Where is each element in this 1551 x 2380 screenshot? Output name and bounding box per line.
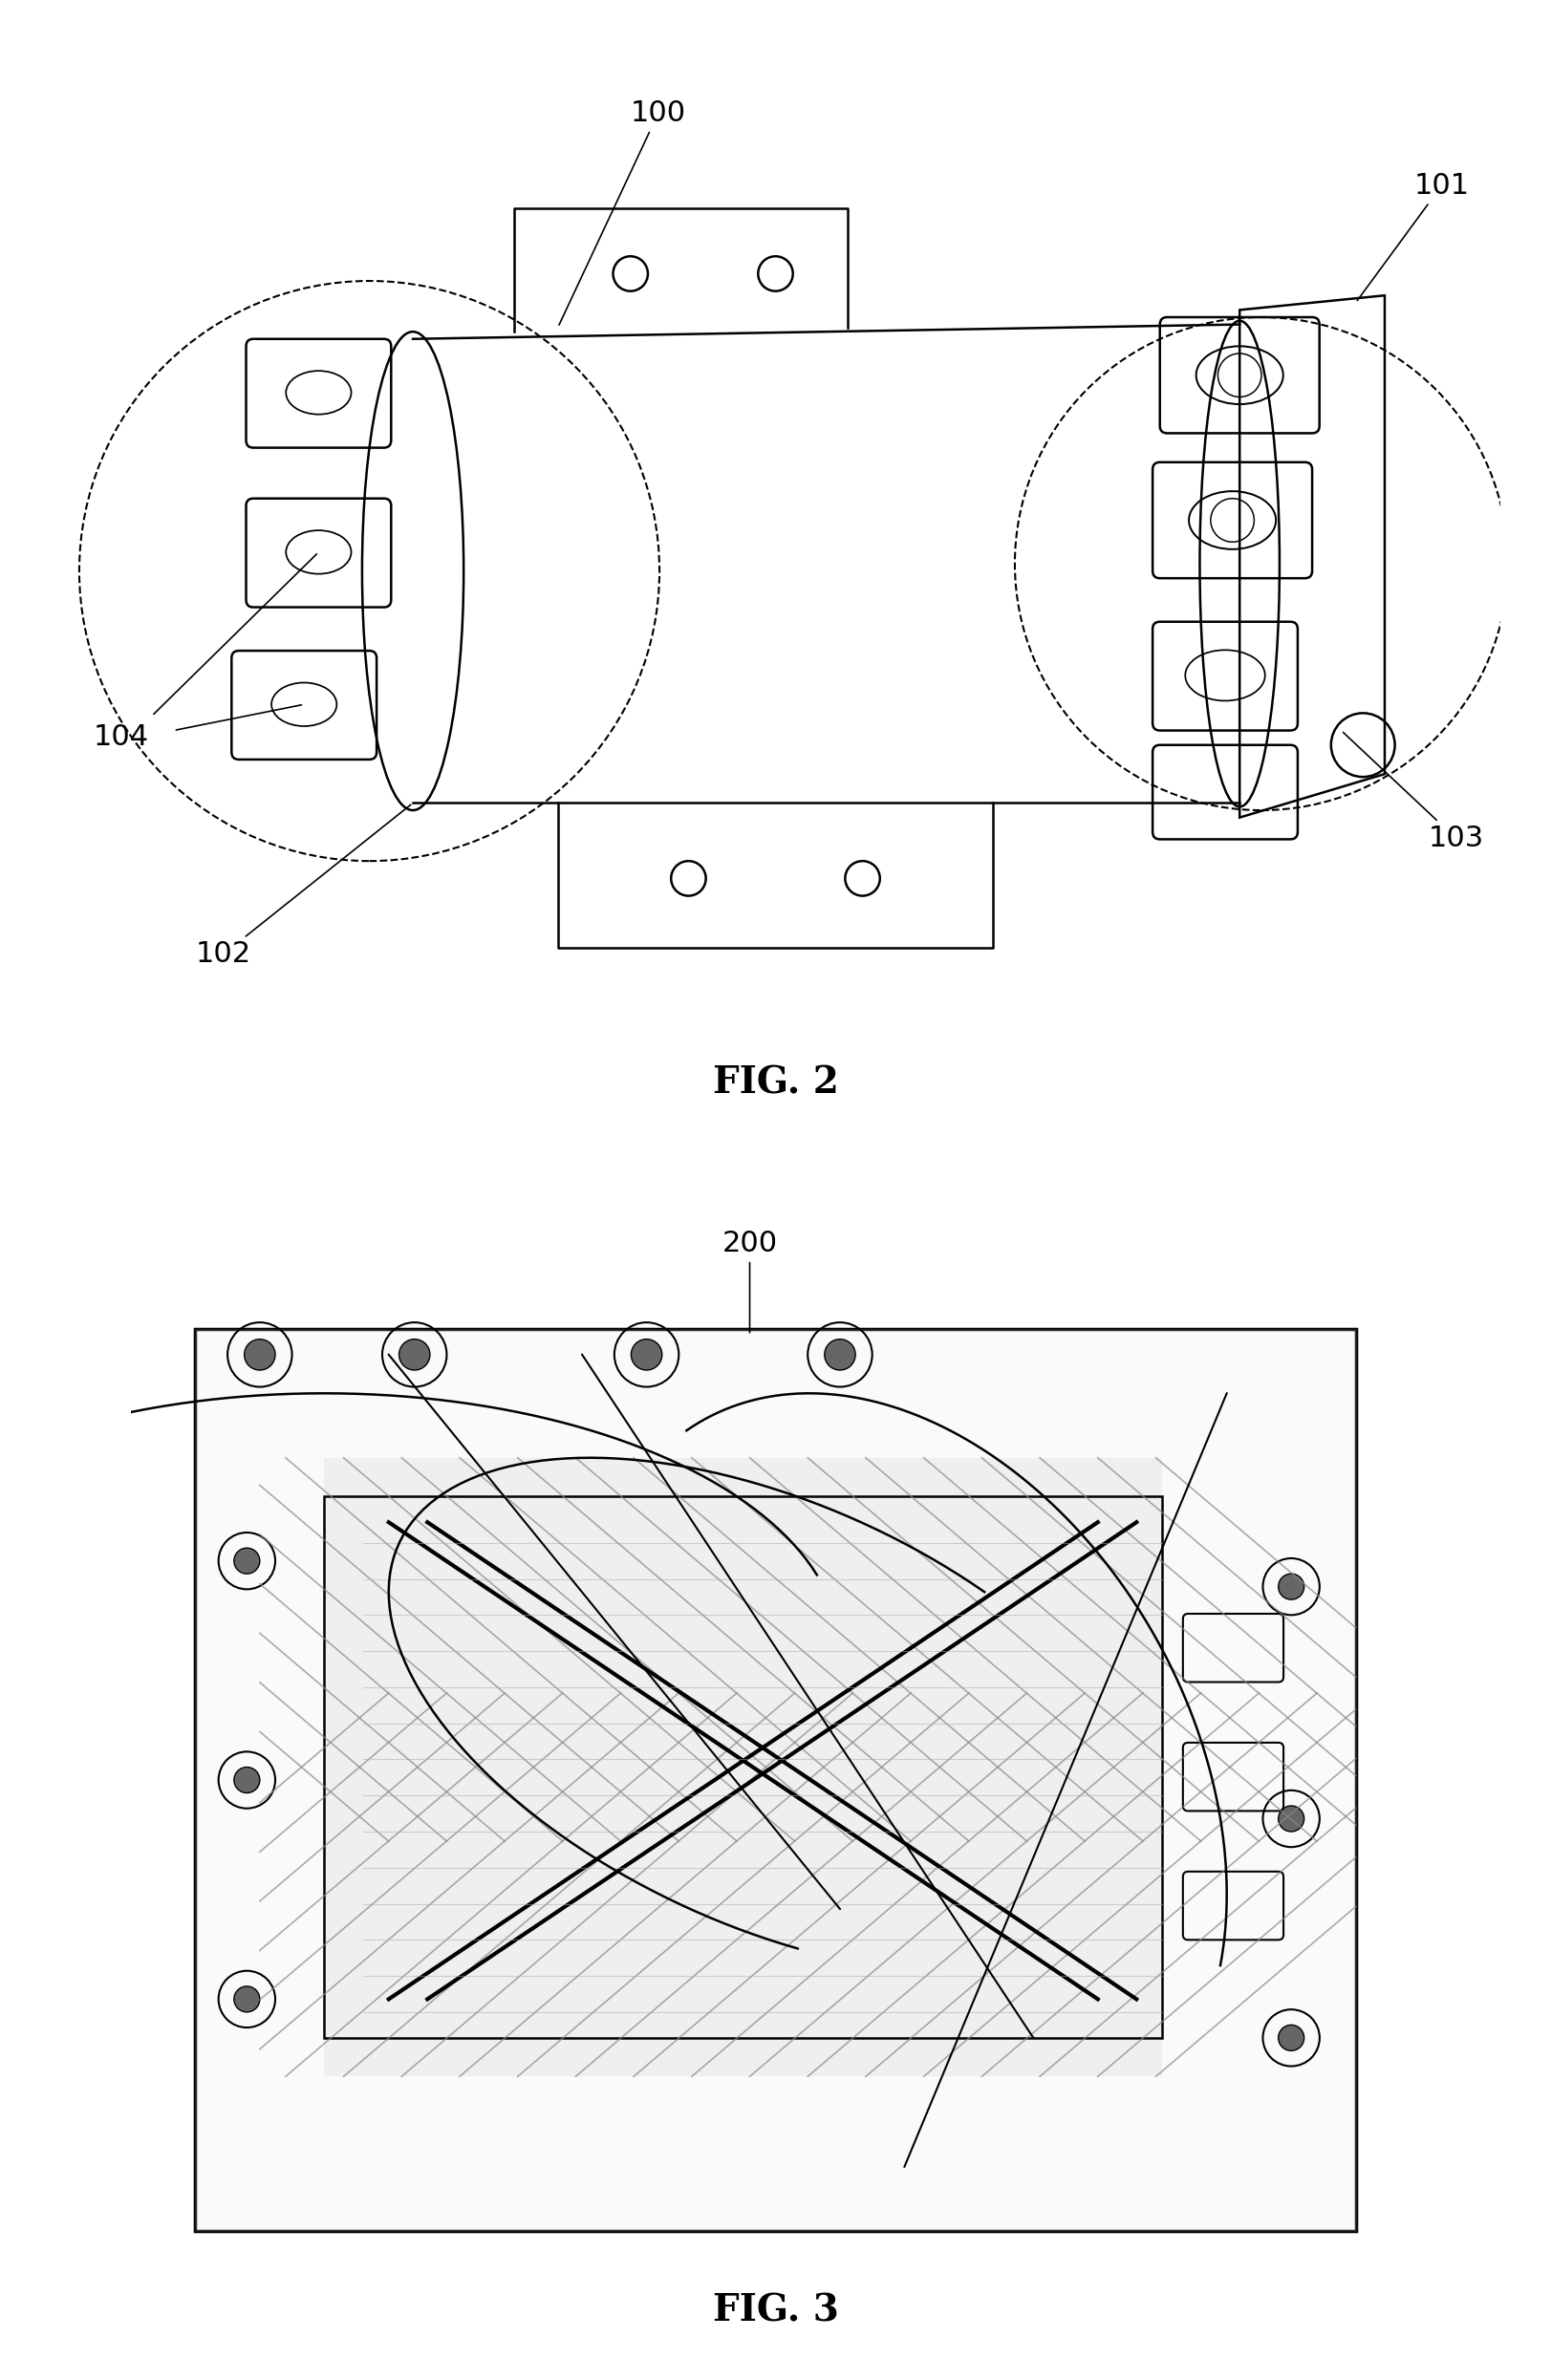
Text: FIG. 3: FIG. 3 <box>712 2292 839 2330</box>
Text: 100: 100 <box>558 100 686 326</box>
Circle shape <box>825 1340 856 1371</box>
Circle shape <box>1278 1573 1304 1599</box>
Text: FIG. 2: FIG. 2 <box>712 1064 839 1100</box>
Text: 103: 103 <box>1343 733 1484 852</box>
Circle shape <box>234 1987 259 2011</box>
Circle shape <box>631 1340 662 1371</box>
Bar <box>324 1459 1162 2075</box>
Text: 101: 101 <box>1357 171 1469 300</box>
Bar <box>324 1497 1162 2037</box>
Text: 104: 104 <box>93 724 149 750</box>
Text: 102: 102 <box>195 804 411 969</box>
Circle shape <box>234 1547 259 1573</box>
Bar <box>195 1328 1356 2230</box>
Text: 200: 200 <box>721 1230 777 1333</box>
Circle shape <box>234 1766 259 1792</box>
Bar <box>195 1328 1356 2230</box>
Circle shape <box>1278 2025 1304 2052</box>
Circle shape <box>245 1340 275 1371</box>
Circle shape <box>399 1340 430 1371</box>
Circle shape <box>1278 1806 1304 1833</box>
